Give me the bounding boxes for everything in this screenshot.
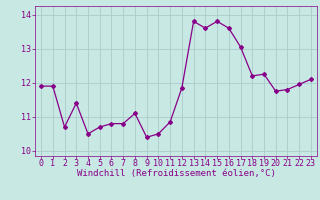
X-axis label: Windchill (Refroidissement éolien,°C): Windchill (Refroidissement éolien,°C) xyxy=(76,169,276,178)
